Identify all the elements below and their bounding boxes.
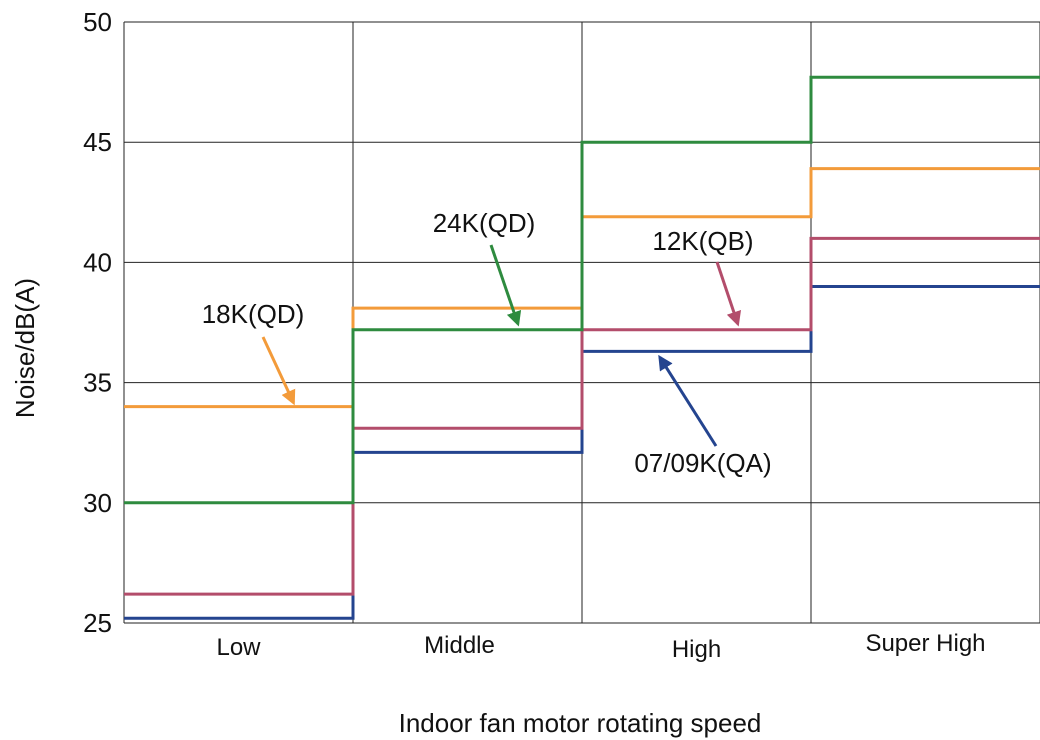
annotation-label: 18K(QD) — [202, 299, 305, 329]
x-axis-label: Indoor fan motor rotating speed — [399, 708, 762, 738]
y-tick-label: 40 — [83, 247, 112, 277]
annotation-arrow — [489, 244, 522, 327]
y-axis-label: Noise/dB(A) — [10, 278, 40, 418]
series-line — [124, 75, 1040, 505]
annotation-arrow — [658, 354, 718, 447]
y-tick-label: 45 — [83, 127, 112, 157]
y-tick-label: 25 — [83, 608, 112, 638]
x-tick-label: Low — [216, 634, 261, 661]
series-layer — [124, 75, 1040, 620]
x-tick-label: Super High — [865, 630, 985, 657]
x-tick-labels: Low Middle High Super High — [216, 630, 985, 663]
x-tick-label: High — [672, 636, 721, 663]
y-tick-labels: 25 30 35 40 45 50 — [83, 7, 112, 638]
annotation-arrow — [261, 336, 296, 406]
y-tick-label: 35 — [83, 368, 112, 398]
annotation-layer: 18K(QD) 24K(QD) 12K(QB) 07/09K(QA) — [202, 208, 772, 478]
y-tick-label: 30 — [83, 488, 112, 518]
series-line — [124, 236, 1040, 596]
x-tick-label: Middle — [424, 632, 495, 659]
annotation-label: 07/09K(QA) — [634, 448, 771, 478]
annotation-label: 12K(QB) — [652, 226, 753, 256]
y-tick-label: 50 — [83, 7, 112, 37]
annotation-arrow — [715, 261, 742, 327]
annotation-label: 24K(QD) — [433, 208, 536, 238]
